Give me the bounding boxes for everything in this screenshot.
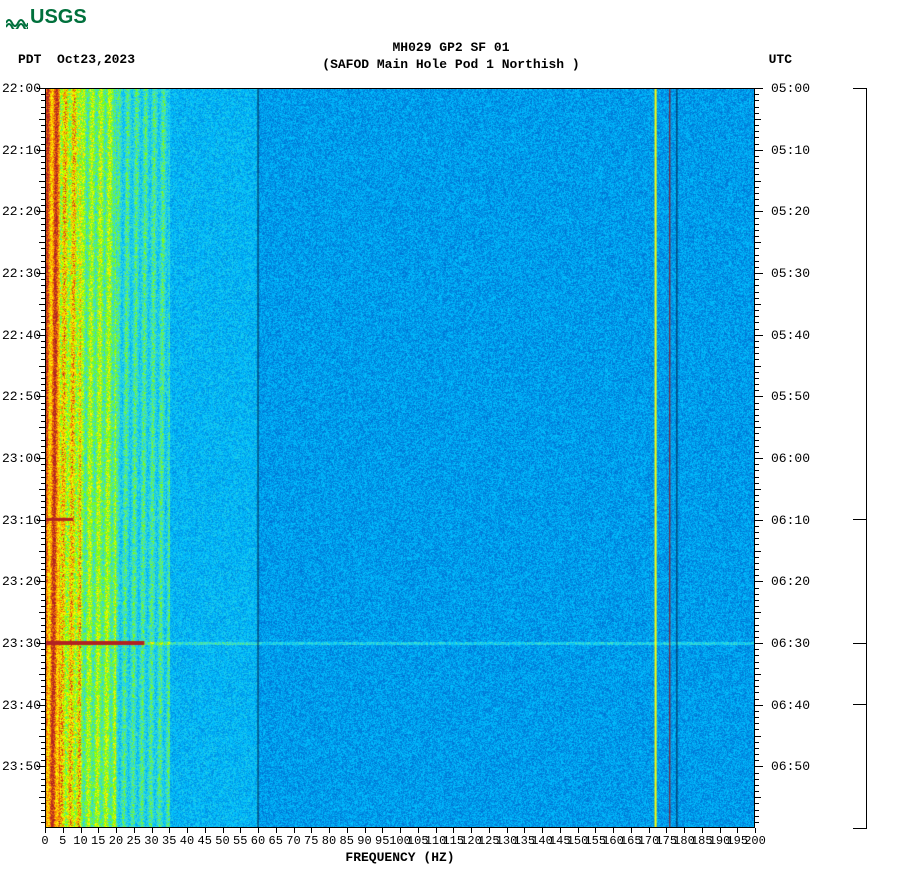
xtick: 55 [233,834,247,848]
usgs-wave-icon [6,12,28,24]
xtick: 10 [73,834,87,848]
ytick-left: 22:10 [2,143,41,158]
ytick-right: 05:50 [771,389,810,404]
ytick-left: 22:00 [2,81,41,96]
xtick: 85 [340,834,354,848]
ytick-left: 23:30 [2,636,41,651]
xtick: 75 [304,834,318,848]
xtick: 70 [286,834,300,848]
ytick-left: 22:50 [2,389,41,404]
ytick-left: 23:20 [2,574,41,589]
xtick: 40 [180,834,194,848]
xtick: 95 [375,834,389,848]
side-scale-marks [860,88,880,828]
ytick-left: 22:30 [2,266,41,281]
header-right: UTC [769,52,792,67]
ytick-left: 22:20 [2,204,41,219]
ytick-right: 05:40 [771,328,810,343]
title-line1: MH029 GP2 SF 01 [0,40,902,57]
tz-right: UTC [769,52,792,67]
y-axis-right: 05:0005:1005:2005:3005:4005:5006:0006:10… [755,88,815,828]
ytick-right: 06:00 [771,451,810,466]
ytick-left: 23:00 [2,451,41,466]
ytick-right: 06:50 [771,759,810,774]
xtick: 35 [162,834,176,848]
xtick: 30 [144,834,158,848]
xtick: 200 [744,834,766,848]
xtick: 80 [322,834,336,848]
xtick: 20 [109,834,123,848]
xtick: 15 [91,834,105,848]
ytick-right: 06:30 [771,636,810,651]
ytick-right: 05:20 [771,204,810,219]
xtick: 90 [357,834,371,848]
title-line2: (SAFOD Main Hole Pod 1 Northish ) [0,57,902,74]
ytick-right: 05:10 [771,143,810,158]
ytick-left: 23:40 [2,698,41,713]
x-axis-label: FREQUENCY (HZ) [45,850,755,865]
xtick: 5 [59,834,66,848]
xtick: 60 [251,834,265,848]
spectrogram-plot [45,88,755,828]
ytick-right: 05:30 [771,266,810,281]
ytick-right: 06:20 [771,574,810,589]
xtick: 0 [41,834,48,848]
page-root: USGS PDT Oct23,2023 MH029 GP2 SF 01 (SAF… [0,0,902,892]
ytick-right: 06:40 [771,698,810,713]
usgs-logo: USGS [6,6,87,29]
xtick: 50 [215,834,229,848]
xtick: 65 [269,834,283,848]
ytick-left: 23:50 [2,759,41,774]
xtick: 45 [198,834,212,848]
ytick-right: 06:10 [771,513,810,528]
y-axis-left: 22:0022:1022:2022:3022:4022:5023:0023:10… [0,88,45,828]
header-center: MH029 GP2 SF 01 (SAFOD Main Hole Pod 1 N… [0,40,902,74]
ytick-left: 22:40 [2,328,41,343]
spectrogram-canvas [45,88,755,828]
usgs-logo-text: USGS [30,6,87,29]
xtick: 25 [127,834,141,848]
ytick-left: 23:10 [2,513,41,528]
ytick-right: 05:00 [771,81,810,96]
